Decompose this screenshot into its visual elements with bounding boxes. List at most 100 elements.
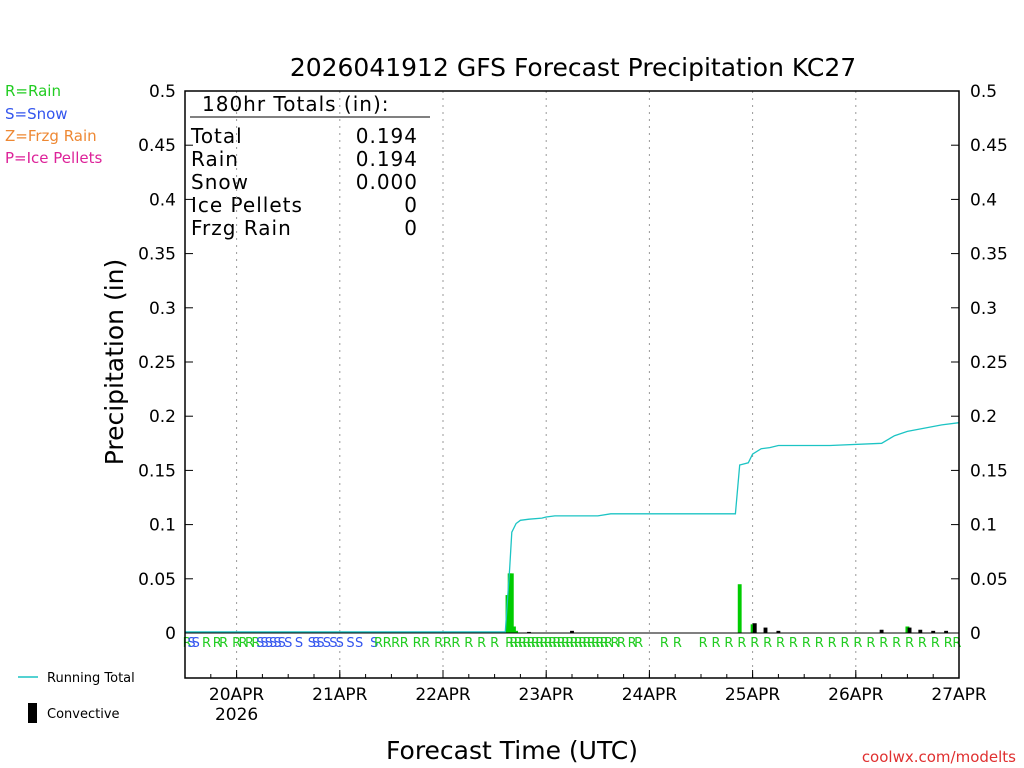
precip-type-marker: R: [443, 636, 452, 651]
precip-type-marker: R: [540, 636, 549, 651]
plot-frame: [184, 90, 960, 679]
precip-type-marker: S: [278, 636, 286, 651]
y-tick-label-right: 0.35: [970, 245, 1008, 265]
totals-value: 0: [404, 216, 418, 240]
precip-type-marker: R: [400, 636, 409, 651]
legend-convective: Convective: [47, 707, 120, 722]
precip-type-marker: R: [673, 636, 682, 651]
y-tick-label-left: 0.15: [138, 461, 176, 481]
y-tick-label-right: 0.25: [970, 353, 1008, 373]
precip-type-marker: R: [570, 636, 579, 651]
precip-type-marker: R: [604, 636, 613, 651]
totals-value: 0.194: [356, 147, 418, 171]
y-tick-label-right: 0.15: [970, 461, 1008, 481]
y-tick-label-left: 0.05: [138, 570, 176, 590]
precip-type-marker: R: [531, 636, 540, 651]
precip-type-marker: S: [187, 636, 195, 651]
x-tick-label: 25APR: [725, 685, 781, 705]
totals-value: 0: [404, 193, 418, 217]
precip-bar: [750, 624, 755, 633]
series-legend: Running Total Convective: [18, 671, 135, 723]
precip-type-marker: R: [535, 636, 544, 651]
precip-type-marker: R: [600, 636, 609, 651]
precip-type-marker: S: [192, 636, 200, 651]
precip-type-marker: R: [776, 636, 785, 651]
precip-type-marker: R: [892, 636, 901, 651]
totals-label: Ice Pellets: [191, 193, 303, 217]
precip-bar: [905, 626, 910, 633]
precip-type-marker: S: [269, 636, 277, 651]
precip-type-marker: R: [544, 636, 553, 651]
credit-text: coolwx.com/modelts: [862, 748, 1016, 766]
precip-type-marker: R: [565, 636, 574, 651]
precip-type-marker: R: [548, 636, 557, 651]
precip-type-marker: S: [308, 636, 316, 651]
precip-type-marker: R: [464, 636, 473, 651]
chart-title: 2026041912 GFS Forecast Precipitation KC…: [290, 53, 856, 82]
running-total-line: [185, 422, 960, 633]
precip-type-marker: R: [628, 636, 637, 651]
totals-label: Snow: [191, 170, 249, 194]
x-tick-label: 22APR: [415, 685, 471, 705]
y-tick-label-left: 0: [165, 624, 176, 644]
precip-type-marker: S: [256, 636, 264, 651]
precip-type-marker: R: [841, 636, 850, 651]
y-tick-label-left: 0.1: [149, 516, 176, 536]
precip-type-marker: R: [451, 636, 460, 651]
precip-type-marker: R: [490, 636, 499, 651]
precip-type-marker: R: [610, 636, 619, 651]
precip-type-marker: R: [202, 636, 211, 651]
x-tick-label: 20APR: [209, 685, 265, 705]
x-axis-label: Forecast Time (UTC): [386, 736, 638, 765]
x-tick-label: 24APR: [622, 685, 678, 705]
precip-type-marker: R: [591, 636, 600, 651]
precip-type-marker: R: [918, 636, 927, 651]
precip-type-marker: R: [514, 636, 523, 651]
precip-type-marker: R: [905, 636, 914, 651]
legend-frzg-rain: Z=Frzg Rain: [5, 127, 97, 145]
precip-type-marker: R: [391, 636, 400, 651]
precip-type-marker: R: [660, 636, 669, 651]
precip-type-marker: R: [477, 636, 486, 651]
x-tick-label: 27APR: [931, 685, 987, 705]
precip-type-marker: R: [583, 636, 592, 651]
precip-type-marker: R: [219, 636, 228, 651]
x-tick-label: 23APR: [519, 685, 575, 705]
precip-type-marker: S: [355, 636, 363, 651]
y-tick-label-left: 0.3: [149, 299, 176, 319]
precip-bar: [505, 595, 510, 633]
precip-type-marker: R: [866, 636, 875, 651]
convective-bar: [752, 623, 757, 633]
y-tick-label-left: 0.35: [138, 245, 176, 265]
precip-type-marker: R: [595, 636, 604, 651]
precip-type-marker: S: [284, 636, 292, 651]
precip-type-marker: R: [724, 636, 733, 651]
precip-type-marker: R: [634, 636, 643, 651]
precip-type-marker: R: [712, 636, 721, 651]
y-tick-label-right: 0.3: [970, 299, 997, 319]
legend-ice-pellets: P=Ice Pellets: [5, 149, 102, 167]
precip-type-marker: R: [802, 636, 811, 651]
legend-convective-swatch: [28, 703, 37, 723]
precip-type-legend: R=Rain S=Snow Z=Frzg Rain P=Ice Pellets: [5, 82, 102, 167]
legend-rain: R=Rain: [5, 82, 61, 100]
x-tick-label: 26APR: [828, 685, 884, 705]
precip-type-marker: R: [737, 636, 746, 651]
y-tick-label-left: 0.5: [149, 82, 176, 102]
precip-type-marker: R: [383, 636, 392, 651]
precip-type-marker: R: [952, 636, 961, 651]
y-axis-label: Precipitation (in): [100, 259, 129, 466]
precip-bar: [507, 573, 512, 633]
precip-type-marker: S: [336, 636, 344, 651]
precip-type-marker: R: [789, 636, 798, 651]
precip-type-marker: S: [316, 636, 324, 651]
legend-snow: S=Snow: [5, 105, 68, 123]
legend-running-total: Running Total: [47, 671, 135, 686]
precip-type-marker: R: [213, 636, 222, 651]
x-tick-label: 21APR: [312, 685, 368, 705]
precip-type-marker: R: [434, 636, 443, 651]
y-tick-label-right: 0.45: [970, 136, 1008, 156]
totals-header: 180hr Totals (in):: [202, 92, 390, 116]
y-tick-label-right: 0: [970, 624, 981, 644]
